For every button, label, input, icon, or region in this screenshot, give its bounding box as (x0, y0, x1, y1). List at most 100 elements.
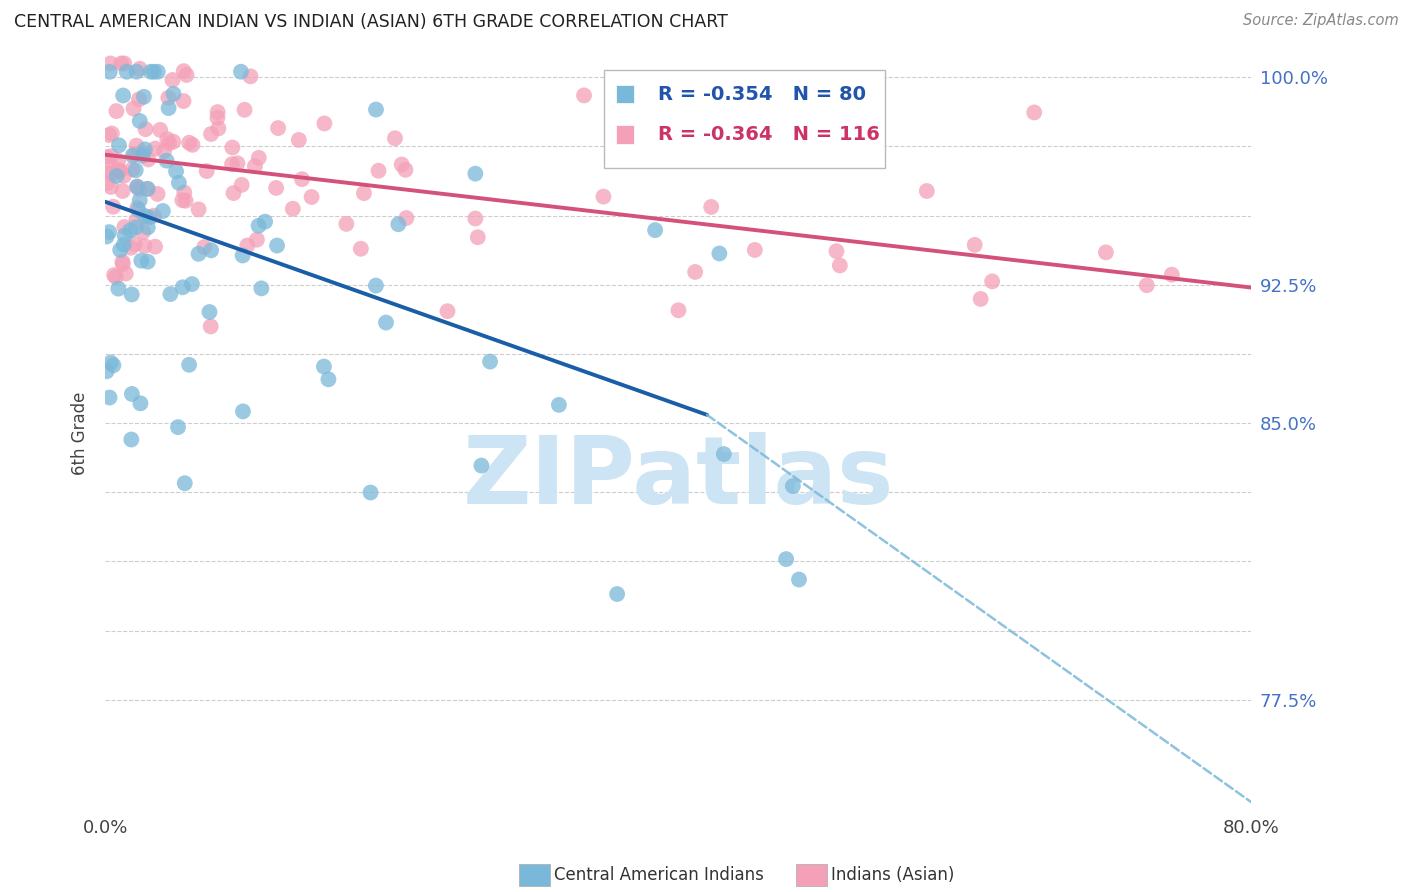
Point (198, 305, 221, 319)
Point (165, 164, 187, 178)
Point (112, 237, 135, 252)
Point (134, 209, 156, 223)
Point (1136, 278, 1159, 293)
Point (291, 172, 314, 186)
Point (103, 268, 125, 282)
Point (350, 242, 373, 256)
Point (221, 140, 243, 154)
Point (173, 476, 195, 491)
Point (136, 182, 159, 196)
Point (247, 219, 270, 233)
Point (112, 169, 135, 183)
Point (136, 182, 159, 196)
Point (127, 201, 149, 215)
Point (318, 372, 340, 386)
Point (131, 149, 153, 163)
FancyBboxPatch shape (616, 86, 634, 103)
Point (187, 202, 209, 217)
Point (107, 282, 129, 296)
Point (963, 238, 986, 252)
Point (176, 68, 198, 82)
Point (127, 202, 149, 217)
Point (153, 144, 176, 158)
Point (195, 164, 218, 178)
Point (200, 244, 222, 258)
Text: R = -0.364   N = 116: R = -0.364 N = 116 (658, 125, 880, 144)
Point (101, 127, 124, 141)
Point (173, 94, 195, 108)
Point (157, 136, 180, 150)
Point (266, 238, 288, 252)
Point (254, 214, 277, 228)
Point (364, 103, 387, 117)
Point (125, 179, 148, 194)
Point (146, 64, 169, 78)
Point (179, 136, 201, 150)
Point (121, 148, 143, 162)
Point (98, 128, 121, 142)
Point (128, 114, 150, 128)
Point (177, 358, 200, 372)
Text: Source: ZipAtlas.com: Source: ZipAtlas.com (1243, 13, 1399, 29)
Y-axis label: 6th Grade: 6th Grade (72, 392, 89, 475)
Point (97, 155, 120, 169)
Point (1160, 268, 1182, 282)
Point (221, 157, 243, 171)
Point (125, 138, 148, 153)
Point (105, 104, 128, 119)
Point (232, 404, 254, 418)
Point (121, 162, 143, 177)
Point (207, 111, 229, 125)
Point (120, 223, 142, 237)
Point (364, 278, 387, 293)
Point (229, 64, 252, 78)
Point (467, 230, 489, 244)
Point (246, 233, 269, 247)
Point (155, 153, 177, 168)
Point (100, 355, 122, 369)
Point (152, 204, 174, 219)
Point (700, 200, 723, 214)
Point (101, 167, 124, 181)
Point (112, 220, 135, 235)
Point (787, 573, 810, 587)
Point (121, 287, 143, 301)
Point (775, 552, 797, 566)
Point (239, 70, 262, 84)
Point (181, 137, 204, 152)
Point (98, 166, 121, 180)
Point (107, 163, 129, 178)
Point (157, 91, 180, 105)
Point (159, 287, 181, 301)
Point (391, 157, 413, 171)
Point (387, 217, 409, 231)
FancyBboxPatch shape (603, 70, 884, 169)
Point (110, 243, 132, 257)
Point (162, 73, 184, 87)
Point (101, 200, 124, 214)
Point (115, 64, 138, 78)
Point (108, 163, 131, 178)
Point (367, 163, 389, 178)
Point (1095, 245, 1118, 260)
Point (111, 254, 134, 268)
Point (592, 189, 614, 203)
Point (200, 319, 222, 334)
Point (127, 179, 149, 194)
Point (464, 211, 486, 226)
Point (143, 240, 166, 254)
Point (128, 194, 150, 208)
Point (709, 246, 731, 260)
Text: ZIPatlas: ZIPatlas (463, 432, 894, 524)
Point (139, 64, 162, 78)
Point (125, 220, 148, 235)
Text: Indians (Asian): Indians (Asian) (831, 866, 955, 884)
Point (232, 248, 254, 262)
Point (464, 167, 486, 181)
Point (122, 102, 145, 116)
Point (281, 202, 304, 216)
Point (138, 211, 160, 225)
Point (825, 244, 848, 259)
Point (267, 121, 290, 136)
Point (226, 156, 249, 170)
